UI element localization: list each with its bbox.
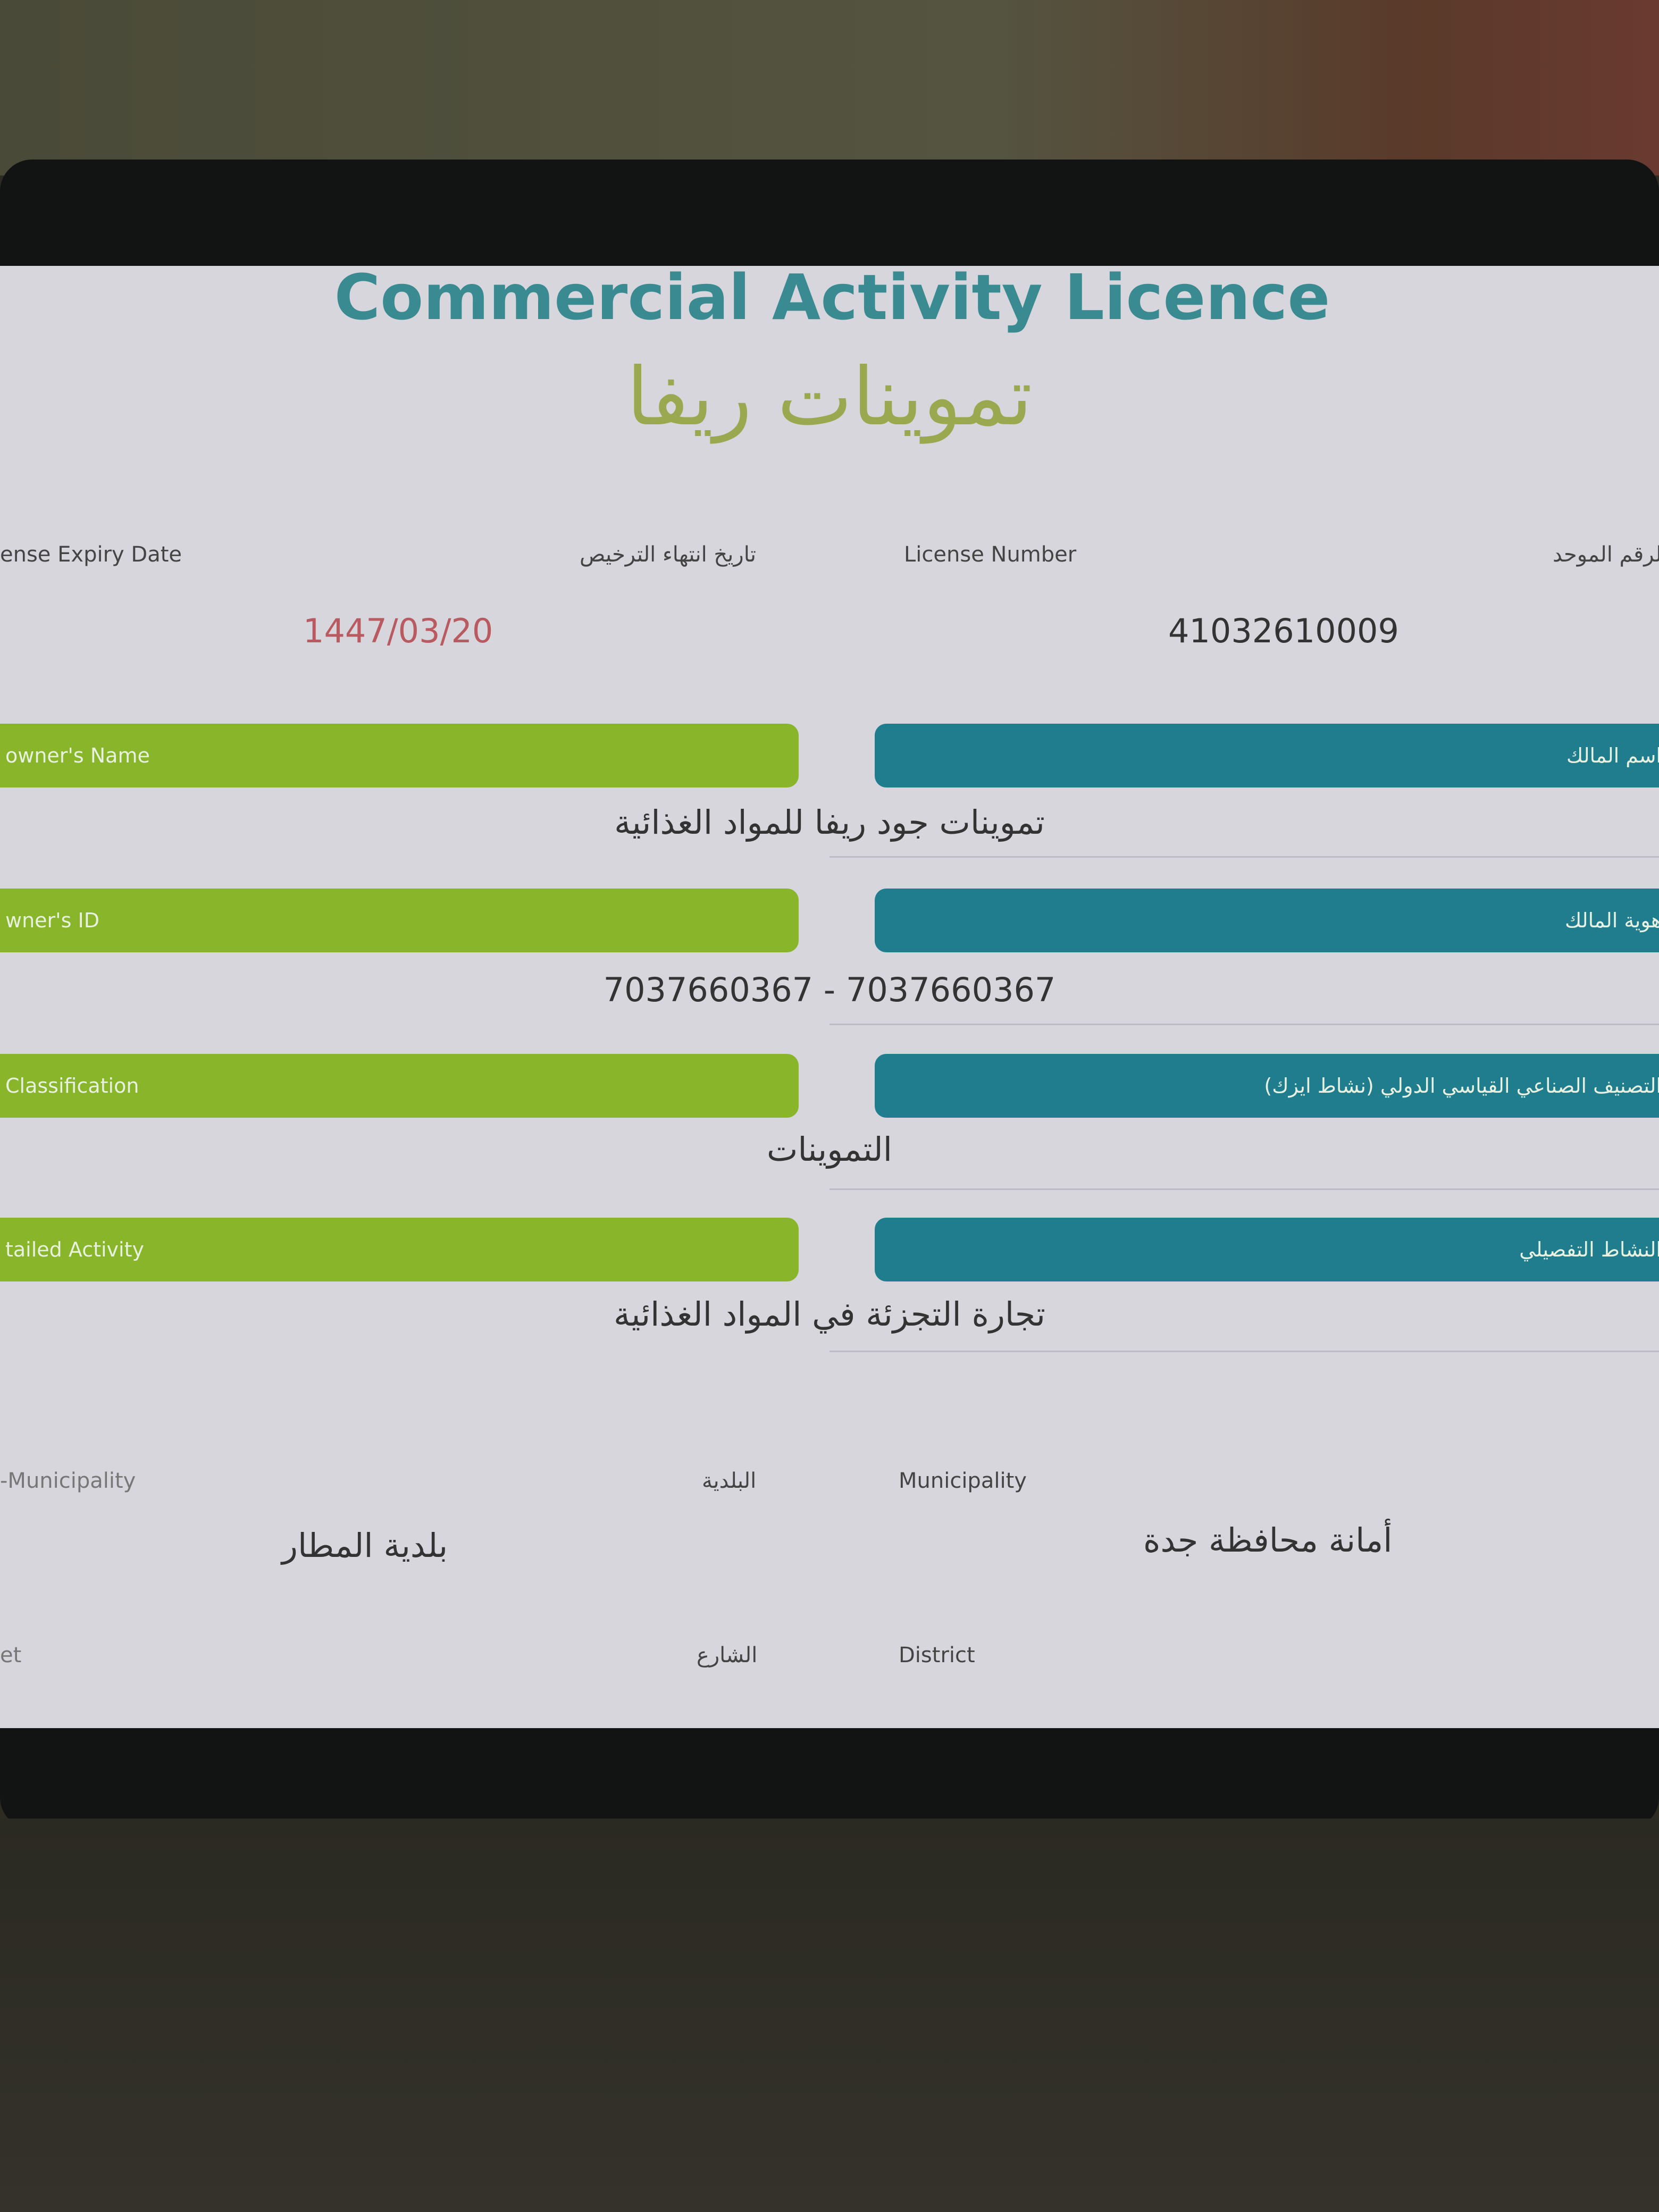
detailed-activity-label-bar-en: tailed Activity [0, 1218, 799, 1281]
owner-id-value: 7037660367 - 7037660367 [603, 970, 1056, 1009]
detailed-activity-label-ar: النشاط التفصيلي [1519, 1238, 1659, 1261]
expiry-date-value: 1447/03/20 [303, 611, 493, 650]
page-title: Commercial Activity Licence [334, 266, 1330, 334]
license-number-value: 41032610009 [1168, 611, 1399, 650]
unified-number-label: الرقم الموحد [1553, 542, 1659, 567]
expiry-date-label-en: ense Expiry Date [0, 542, 182, 567]
photo-background-top [0, 0, 1659, 175]
store-name: تموينات ريفا [626, 351, 1033, 443]
owner-id-label-bar-ar: هوية المالك [875, 889, 1659, 952]
divider [830, 1188, 1659, 1190]
municipality-value: أمانة محافظة جدة [1143, 1521, 1393, 1560]
street-label-en: et [0, 1643, 22, 1668]
owner-name-label-en: owner's Name [5, 744, 150, 767]
detailed-activity-label-bar-ar: النشاط التفصيلي [875, 1218, 1659, 1281]
owner-id-label-en: wner's ID [5, 909, 99, 932]
phone-screen: Commercial Activity Licence تموينات ريفا… [0, 266, 1659, 1728]
expiry-date-label-ar: تاريخ انتهاء الترخيص [580, 542, 757, 567]
detailed-activity-label-en: tailed Activity [5, 1238, 144, 1261]
classification-label-en: Classification [5, 1074, 139, 1097]
detailed-activity-value: تجارة التجزئة في المواد الغذائية [613, 1295, 1046, 1334]
divider [830, 856, 1659, 858]
owner-name-label-ar: اسم المالك [1566, 744, 1659, 767]
sub-municipality-label-ar: البلدية [702, 1469, 757, 1493]
owner-id-label-ar: هوية المالك [1565, 909, 1659, 932]
classification-label-bar-en: Classification [0, 1054, 799, 1118]
photo-background-bottom [0, 1819, 1659, 2212]
classification-value: التموينات [767, 1130, 892, 1169]
owner-name-value: تموينات جود ريفا للمواد الغذائية [614, 803, 1045, 842]
divider [830, 1024, 1659, 1025]
classification-label-bar-ar: التصنيف الصناعي القياسي الدولي (نشاط ايز… [875, 1054, 1659, 1118]
classification-label-ar: التصنيف الصناعي القياسي الدولي (نشاط ايز… [1264, 1074, 1659, 1097]
license-number-label: License Number [904, 542, 1077, 567]
municipality-label: Municipality [899, 1469, 1027, 1493]
divider [830, 1351, 1659, 1352]
sub-municipality-value: بلدية المطار [282, 1526, 448, 1565]
sub-municipality-label-en: -Municipality [0, 1469, 136, 1493]
street-label-ar: الشارع [697, 1643, 758, 1668]
owner-id-label-bar-en: wner's ID [0, 889, 799, 952]
owner-name-label-bar-ar: اسم المالك [875, 724, 1659, 787]
district-label: District [899, 1643, 975, 1668]
owner-name-label-bar-en: owner's Name [0, 724, 799, 787]
